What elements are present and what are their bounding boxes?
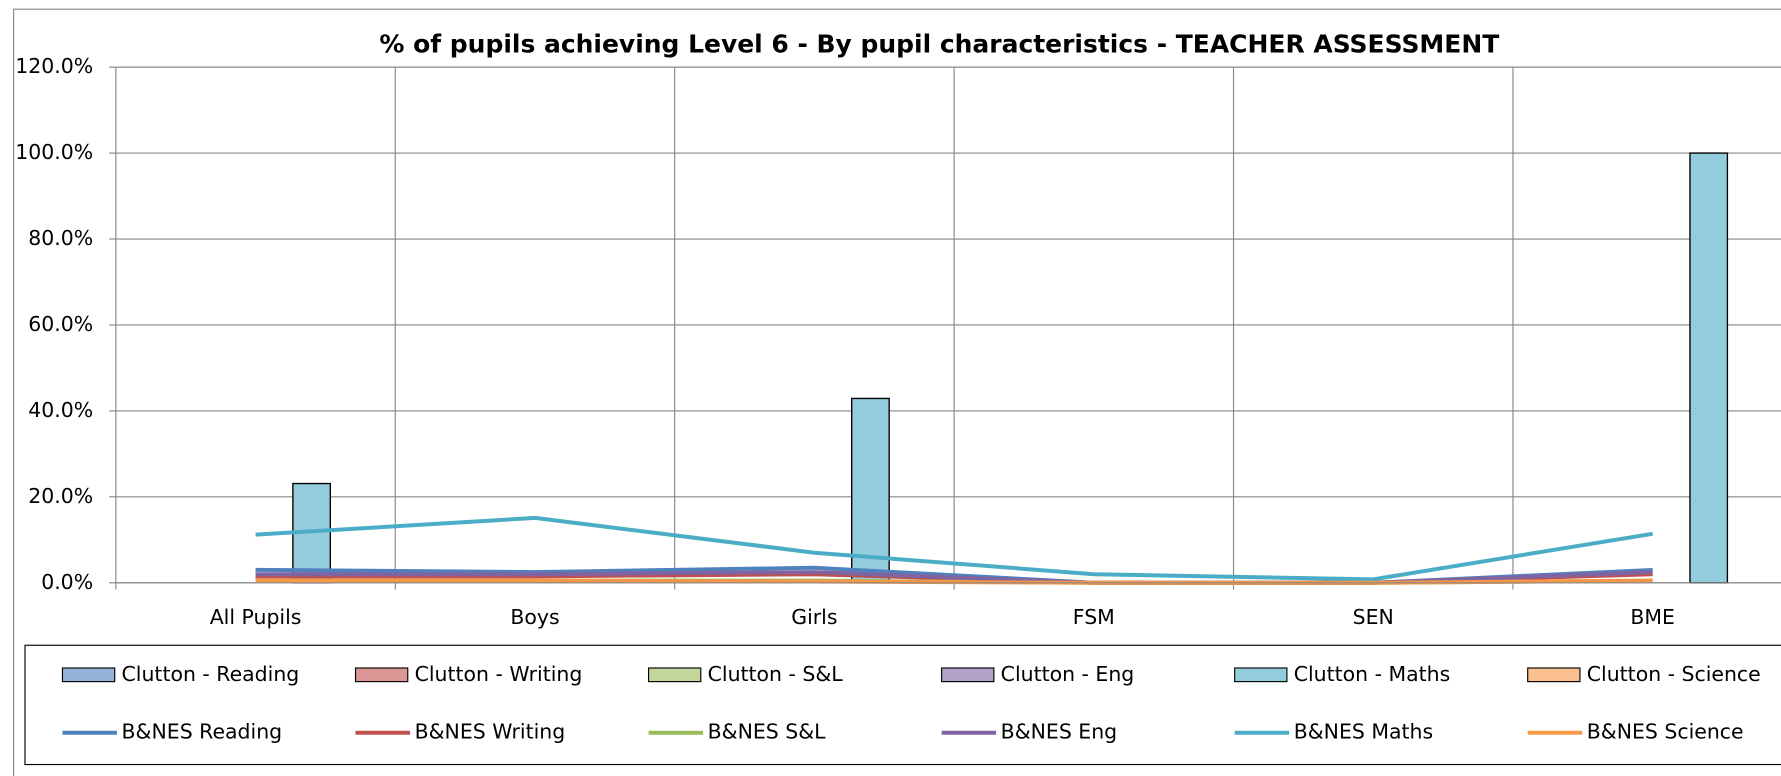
legend-label: Clutton - S&L (708, 662, 844, 686)
x-tick-label: Boys (510, 605, 559, 629)
legend-label: B&NES Eng (1001, 720, 1117, 744)
y-tick-label: 0.0% (41, 570, 93, 594)
legend-swatch (61, 667, 116, 683)
legend-label: B&NES Writing (415, 720, 566, 744)
legend-label: B&NES Science (1587, 720, 1744, 744)
legend-label: Clutton - Eng (1001, 662, 1135, 686)
bar (851, 397, 890, 584)
legend-box (24, 644, 1781, 766)
chart-border (13, 8, 1781, 776)
x-tick-label: BME (1630, 605, 1675, 629)
legend-swatch (1234, 667, 1288, 683)
x-tick-label: FSM (1073, 605, 1115, 629)
legend-swatch (1527, 667, 1581, 683)
line-series (255, 515, 1653, 582)
y-tick-label: 120.0% (15, 54, 93, 78)
x-tick-label: Girls (791, 605, 837, 629)
chart-title: % of pupils achieving Level 6 - By pupil… (379, 30, 1499, 59)
legend-swatch (354, 667, 409, 683)
legend-label: B&NES Reading (122, 720, 283, 744)
bar (1689, 152, 1729, 584)
x-tick-label: SEN (1353, 605, 1394, 629)
legend-label: B&NES S&L (708, 720, 827, 744)
legend-swatch (941, 667, 995, 683)
y-tick-label: 60.0% (28, 312, 93, 336)
legend-label: Clutton - Science (1587, 662, 1761, 686)
legend-label: B&NES Maths (1294, 720, 1433, 744)
y-tick-label: 20.0% (28, 484, 93, 508)
legend-swatch (647, 667, 702, 683)
legend-label: Clutton - Reading (122, 662, 300, 686)
x-tick-label: All Pupils (210, 605, 302, 629)
legend-label: Clutton - Maths (1294, 662, 1451, 686)
y-tick-label: 100.0% (15, 140, 93, 164)
legend-label: Clutton - Writing (415, 662, 583, 686)
y-tick-label: 80.0% (28, 226, 93, 250)
y-tick-label: 40.0% (28, 398, 93, 422)
